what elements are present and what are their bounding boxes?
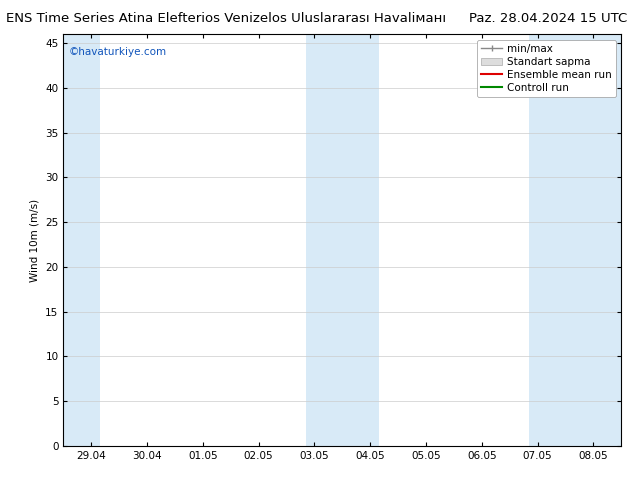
Bar [63, 34, 100, 446]
Bar [306, 34, 378, 446]
Legend: min/max, Standart sapma, Ensemble mean run, Controll run: min/max, Standart sapma, Ensemble mean r… [477, 40, 616, 97]
Y-axis label: Wind 10m (m/s): Wind 10m (m/s) [30, 198, 40, 282]
Text: Paz. 28.04.2024 15 UTC: Paz. 28.04.2024 15 UTC [469, 12, 628, 25]
Text: ©havaturkiye.com: ©havaturkiye.com [69, 47, 167, 57]
Text: ENS Time Series Atina Elefterios Venizelos Uluslararası Havaliманı: ENS Time Series Atina Elefterios Venizel… [6, 12, 446, 25]
Bar [529, 34, 621, 446]
